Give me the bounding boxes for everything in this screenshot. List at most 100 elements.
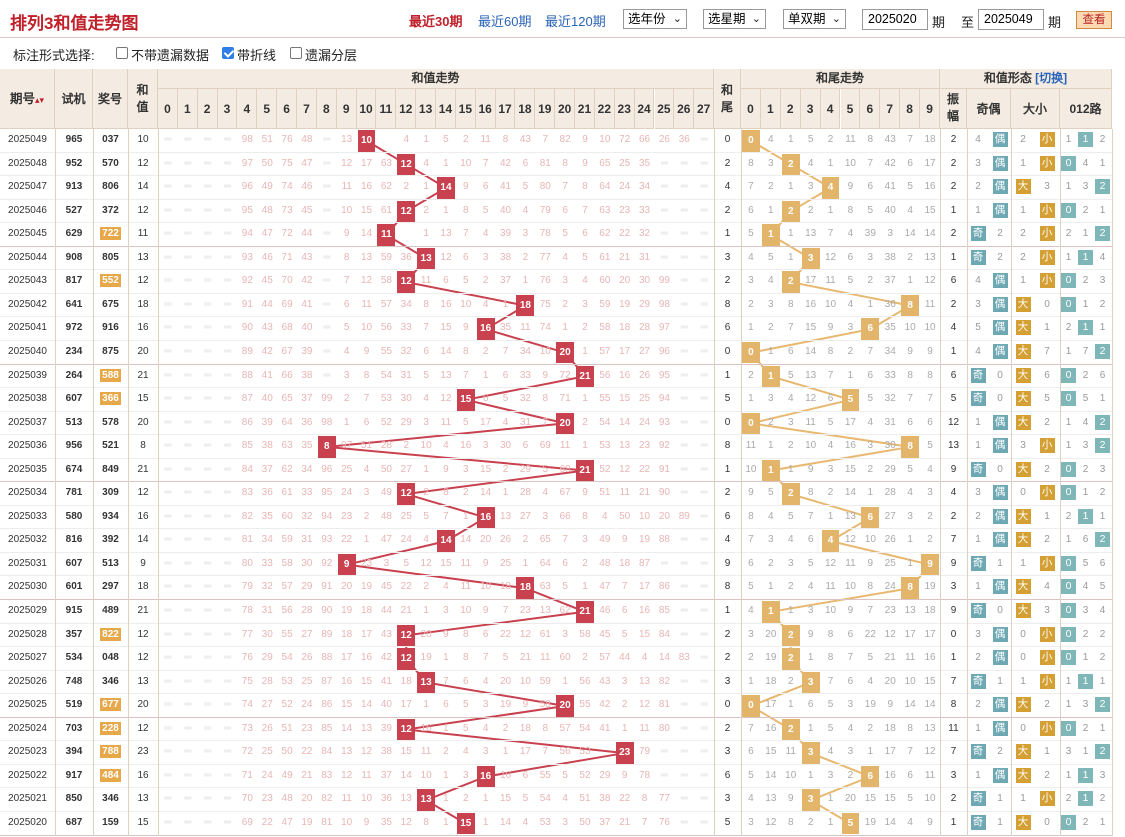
tail-miss-cell: 10 — [924, 322, 936, 334]
sum-miss-cell: 4 — [502, 416, 509, 428]
sum-miss-cell: 14 — [400, 769, 412, 781]
sum-miss-cell: 3 — [562, 628, 568, 640]
weekday-select[interactable]: 选星期 ⌄ — [703, 9, 766, 29]
polyline-checkbox[interactable] — [222, 47, 234, 59]
sum-miss-cell: 79 — [638, 746, 651, 758]
sum-miss-cell: 44 — [261, 298, 273, 310]
missing-layer-checkbox[interactable] — [290, 47, 302, 59]
big-tag-cell: 大 — [1011, 341, 1035, 365]
from-issue-input[interactable]: 2025020 — [862, 9, 928, 30]
trial-cell: 817 — [65, 275, 83, 287]
sum-miss-cell: 40 — [261, 393, 273, 405]
tail-miss-cell: 1 — [827, 793, 834, 805]
form-miss-cell: 2 — [975, 652, 981, 664]
route-miss-cell: 3 — [1082, 440, 1089, 452]
sum-miss-cell: 3 — [363, 487, 370, 499]
row-divider — [0, 245, 1112, 247]
no-missing-data-checkbox[interactable] — [116, 47, 128, 59]
route-miss-cell: 6 — [1082, 534, 1089, 546]
sum-miss-cell: 2 — [403, 181, 410, 193]
route-miss-cell: 3 — [1099, 275, 1106, 287]
prize-cell: 309 — [93, 482, 128, 506]
sum-miss-cell: 16 — [341, 675, 353, 687]
missing-layer-label[interactable]: 遗漏分层 — [305, 48, 358, 63]
sum-miss-cell: 53 — [281, 675, 293, 687]
issue-header[interactable]: 期号▴▾ — [0, 69, 55, 129]
sum-miss-cell: ═ — [680, 463, 688, 475]
polyline-label[interactable]: 带折线 — [237, 48, 277, 63]
tail-miss-cell: 5 — [787, 510, 794, 522]
switch-link[interactable]: [切换] — [1035, 71, 1068, 85]
sum-miss-cell: ═ — [223, 722, 232, 734]
sum-miss-cell: ═ — [204, 157, 212, 169]
sum-miss-cell: 47 — [261, 228, 273, 240]
tail-miss-cell: 5 — [807, 134, 814, 145]
issue-cell: 2025031 — [8, 557, 47, 569]
sum-miss-cell: 5 — [463, 275, 469, 287]
route-tag-cell: 2 — [1094, 341, 1111, 365]
sum-miss-cell: 23 — [638, 440, 651, 452]
tail-miss-cell: 2 — [867, 275, 874, 287]
odd-tag-cell: 奇 — [967, 600, 989, 624]
sum-miss-cell: 1 — [443, 652, 449, 664]
prize-header: 奖号 — [93, 69, 128, 129]
sum-miss-cell: 2 — [621, 699, 628, 711]
route-tag: 0 — [1061, 814, 1076, 830]
sum-miss-cell: 83 — [678, 652, 690, 664]
no-missing-data-label[interactable]: 不带遗漏数据 — [131, 48, 210, 63]
sum-miss-cell: ═ — [184, 605, 192, 616]
sum-miss-cell: 29 — [599, 769, 611, 781]
odd-even-issue-select[interactable]: 单双期 ⌄ — [783, 9, 846, 29]
tail-miss-cell: 11 — [924, 298, 936, 310]
tail-miss-cell: 4 — [787, 534, 794, 546]
small-tag-cell: 小 — [1035, 647, 1059, 671]
year-select[interactable]: 选年份 ⌄ — [623, 9, 687, 29]
big-tag-cell: 大 — [1011, 294, 1035, 318]
link-recent-120[interactable]: 最近120期 — [545, 14, 606, 29]
tail-miss-cell: 20 — [844, 793, 856, 805]
even-tag: 偶 — [992, 485, 1008, 501]
sum-miss-cell: 8 — [463, 652, 469, 664]
row-divider — [0, 551, 1112, 553]
query-button[interactable]: 查看 — [1076, 11, 1112, 29]
sum-miss-cell: 17 — [360, 157, 373, 169]
link-recent-30[interactable]: 最近30期 — [409, 14, 463, 29]
tail-miss-cell: 6 — [807, 534, 814, 546]
prize-number: 916 — [102, 322, 119, 334]
sum-miss-cell: ═ — [680, 393, 688, 405]
sum-miss-cell: 81 — [658, 699, 670, 711]
sum-miss-cell: 4 — [423, 157, 429, 169]
sum-miss-cell: 3 — [463, 769, 469, 781]
small-tag: 小 — [1039, 438, 1055, 454]
sum-miss-cell: ═ — [223, 487, 232, 499]
to-issue-input[interactable]: 2025049 — [978, 9, 1044, 30]
sum-miss-cell: 37 — [301, 393, 313, 405]
small-tag: 小 — [1039, 626, 1055, 642]
link-recent-60[interactable]: 最近60期 — [478, 14, 532, 29]
sum-ball: 12 — [397, 718, 416, 741]
tail-miss-cell: 6 — [748, 557, 754, 569]
sum-ball: 14 — [437, 530, 455, 552]
sum-miss-cell: 25 — [638, 393, 651, 405]
sum-miss-cell: 48 — [599, 557, 611, 569]
odd-tag: 奇 — [970, 391, 986, 407]
sum-miss-cell: ═ — [164, 628, 172, 640]
sum-miss-cell: 3 — [582, 534, 588, 546]
sum-ball: 20 — [556, 412, 575, 435]
route-tag: 0 — [1061, 720, 1076, 736]
sum-miss-cell: 46 — [261, 251, 273, 263]
tail-cell: 5 — [724, 816, 731, 828]
row-divider — [0, 622, 1112, 624]
odd-tag-cell: 奇 — [967, 553, 989, 577]
odd-tag-cell: 奇 — [967, 388, 989, 412]
prize-number: 159 — [102, 816, 119, 828]
prize-cell: 552 — [93, 270, 128, 294]
route-tag: 0 — [1061, 273, 1076, 289]
sum-miss-cell: 61 — [539, 628, 551, 640]
sum-miss-cell: 95 — [658, 369, 670, 381]
sum-miss-cell: 41 — [261, 369, 273, 381]
prize-number: 048 — [102, 652, 119, 664]
tail-miss-cell: 9 — [807, 463, 814, 475]
tail-miss-cell: 4 — [847, 722, 854, 734]
sum-miss-cell: ═ — [184, 534, 192, 546]
